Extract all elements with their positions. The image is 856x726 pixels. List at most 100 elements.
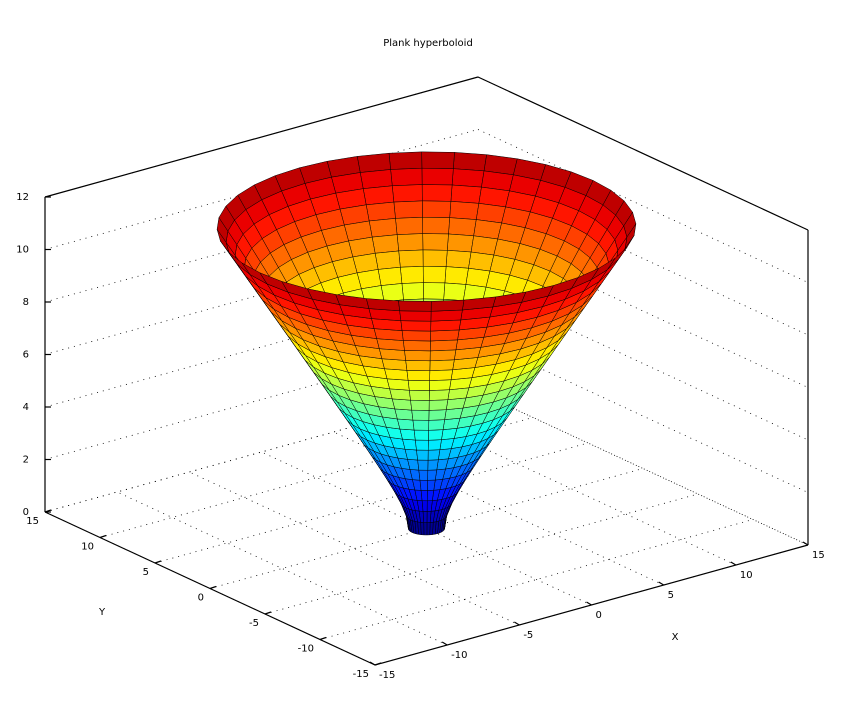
surface-patch xyxy=(422,511,428,523)
surface-patch xyxy=(429,359,455,371)
surface-patch xyxy=(421,500,428,512)
surface-patch xyxy=(429,349,457,362)
z-tick-label: 8 xyxy=(23,297,29,308)
x-tick-label: -15 xyxy=(379,670,395,681)
surface-patch xyxy=(398,249,424,268)
surface-patch xyxy=(430,339,458,352)
surface-patch xyxy=(401,330,431,342)
surface-patch xyxy=(400,266,424,284)
surface-patch xyxy=(356,152,391,173)
surface-patch xyxy=(415,439,429,451)
grid-line xyxy=(261,451,592,606)
tick-mark xyxy=(154,560,162,564)
surface-patch xyxy=(380,283,404,302)
surface-patch xyxy=(427,479,436,491)
surface-patch xyxy=(384,368,409,381)
surface-patch xyxy=(402,438,417,451)
surface-patch xyxy=(411,409,430,421)
surface-patch xyxy=(427,449,441,461)
surface-patch xyxy=(420,490,428,502)
surface-patch xyxy=(470,235,499,256)
grid-line xyxy=(264,493,699,615)
surface-patch xyxy=(413,429,429,441)
tick-mark xyxy=(802,541,809,546)
surface-patch xyxy=(409,389,430,401)
surface-patch xyxy=(416,449,429,461)
surface-patch xyxy=(394,408,414,421)
surface-patch xyxy=(430,329,460,342)
surface-patch xyxy=(423,522,428,536)
surface-patch xyxy=(420,522,425,536)
tick-mark xyxy=(586,601,592,606)
surface-patch xyxy=(419,479,428,491)
x-tick-label: 15 xyxy=(812,550,825,561)
surface-patch xyxy=(453,152,487,172)
x-tick-label: 0 xyxy=(596,610,602,621)
surface-patch xyxy=(421,151,455,169)
surface-patch xyxy=(426,522,431,536)
tick-mark xyxy=(319,636,327,641)
z-tick-label: 10 xyxy=(16,245,29,256)
surface-patch xyxy=(429,379,452,391)
tick-mark xyxy=(44,509,52,513)
surface-patch xyxy=(401,282,424,301)
surface-patch xyxy=(426,510,432,523)
z-tick-label: 4 xyxy=(23,402,29,413)
x-tick-label: 10 xyxy=(740,570,753,581)
surface-patch xyxy=(399,310,432,322)
surface-patch xyxy=(428,399,449,411)
y-tick-label: 10 xyxy=(81,542,94,553)
surface-patch xyxy=(371,234,399,254)
surface-patch xyxy=(396,233,424,252)
grid-line xyxy=(333,431,664,586)
surface-patch xyxy=(374,250,401,270)
surface-patch xyxy=(427,439,442,451)
tick-mark xyxy=(441,641,448,646)
surface-patch xyxy=(391,398,413,411)
y-axis-label: Y xyxy=(98,607,106,618)
surface-patch xyxy=(406,370,431,381)
surface-patch xyxy=(423,282,446,300)
y-tick-label: 5 xyxy=(143,567,149,578)
z-tick-label: 12 xyxy=(16,192,29,203)
surface-patch xyxy=(362,185,395,206)
x-tick-label: -10 xyxy=(451,650,467,661)
surface-patch xyxy=(403,340,431,352)
surface-patch xyxy=(426,489,435,502)
surface-patch xyxy=(368,218,398,238)
surface-patch xyxy=(450,184,482,204)
x-axis-label: X xyxy=(672,632,679,643)
surface-patch xyxy=(443,282,467,301)
surface-patch xyxy=(428,409,447,421)
y-tick-label: 15 xyxy=(26,516,39,527)
surface-patch xyxy=(473,219,502,240)
surface-patch xyxy=(430,299,465,312)
grid-line xyxy=(116,491,448,646)
surface-patch xyxy=(422,249,448,267)
grid-line xyxy=(477,391,809,546)
surface-patch xyxy=(451,168,485,188)
surface-patch xyxy=(395,216,423,235)
surface-patch xyxy=(400,320,432,332)
tick-mark xyxy=(209,585,217,590)
z-tick-label: 6 xyxy=(23,350,29,361)
surface-patch xyxy=(422,217,450,235)
surface-patch xyxy=(359,169,393,189)
surface-patch xyxy=(428,429,444,441)
y-tick-label: -5 xyxy=(249,618,259,629)
surface-patch xyxy=(389,388,411,401)
y-tick-label: 0 xyxy=(198,593,204,604)
surface-patch xyxy=(445,250,472,269)
surface-patch xyxy=(398,300,432,312)
surface-patch xyxy=(422,266,447,284)
surface-patch xyxy=(417,459,429,471)
surface-patch xyxy=(418,469,429,481)
surface-patch xyxy=(388,151,423,170)
surface-patch xyxy=(444,266,469,285)
surface-patch xyxy=(405,360,431,371)
tick-mark xyxy=(514,621,520,626)
surface-patch xyxy=(397,418,415,431)
surface-patch xyxy=(421,184,453,202)
